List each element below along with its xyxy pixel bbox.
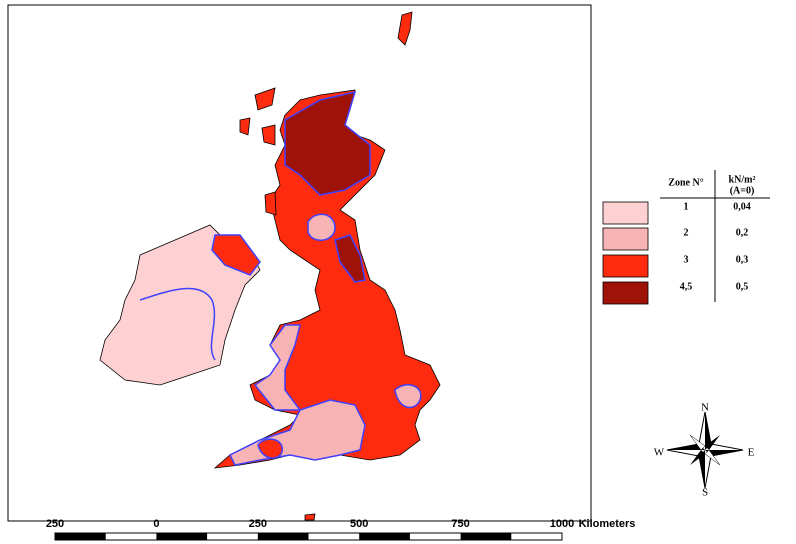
legend-value: 0,5 <box>736 281 749 292</box>
wales-zone2 <box>253 324 302 411</box>
scale-label: 500 <box>350 518 368 530</box>
scale-label: 250 <box>249 518 267 530</box>
zone2-blob <box>307 213 336 241</box>
zone-line <box>139 287 216 361</box>
scale-label: 250 <box>46 518 64 530</box>
legend-zone: 4,5 <box>680 281 693 292</box>
scale-segment <box>257 533 309 540</box>
scale-label: 1000 <box>550 518 574 530</box>
scale-segment <box>55 533 106 540</box>
legend-value: 0,3 <box>736 254 749 265</box>
legend-value: 0,2 <box>736 227 749 238</box>
legend-swatch <box>602 227 649 251</box>
scale-segment <box>359 533 410 540</box>
scale-unit: Kilometers <box>579 518 636 530</box>
shetland <box>397 11 413 46</box>
scale-label: 750 <box>451 518 469 530</box>
compass-south: S <box>702 487 708 499</box>
legend-header: kN/m² <box>729 174 756 185</box>
legend-header: Zone N° <box>668 177 703 188</box>
hebrides <box>254 87 276 111</box>
island <box>304 513 316 521</box>
island <box>261 124 276 146</box>
legend: Zone N° kN/m² (A=0) <box>660 170 770 302</box>
scale-segment <box>460 533 512 540</box>
legend-swatch <box>602 281 649 305</box>
ireland-zone3 <box>211 234 261 276</box>
legend-header: (A=0) <box>730 185 755 196</box>
map <box>99 11 441 521</box>
legend-zone: 3 <box>684 254 689 265</box>
zone4-blob <box>334 234 366 283</box>
east-zone2 <box>394 384 422 409</box>
legend-zone: 2 <box>684 227 689 238</box>
compass-east: E <box>748 447 755 459</box>
legend-swatch <box>602 254 649 278</box>
legend-zone: 1 <box>684 201 689 212</box>
scotland-zone4 <box>284 90 371 196</box>
compass <box>666 411 744 489</box>
zone3-blob <box>257 438 283 459</box>
compass-west: W <box>654 447 665 459</box>
island <box>264 191 277 216</box>
legend-swatch <box>602 201 649 225</box>
compass-north: N <box>701 402 709 414</box>
island <box>239 117 251 136</box>
scale-segment <box>156 533 208 540</box>
scale-label: 0 <box>153 518 159 530</box>
legend-value: 0,04 <box>733 201 751 212</box>
